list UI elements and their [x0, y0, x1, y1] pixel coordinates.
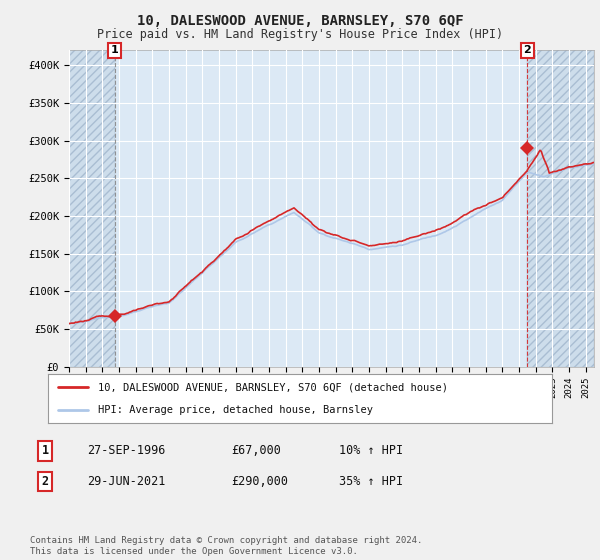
- Text: £290,000: £290,000: [231, 475, 288, 488]
- Text: 10, DALESWOOD AVENUE, BARNSLEY, S70 6QF: 10, DALESWOOD AVENUE, BARNSLEY, S70 6QF: [137, 14, 463, 28]
- Text: £67,000: £67,000: [231, 444, 281, 458]
- Text: Price paid vs. HM Land Registry's House Price Index (HPI): Price paid vs. HM Land Registry's House …: [97, 28, 503, 41]
- Text: HPI: Average price, detached house, Barnsley: HPI: Average price, detached house, Barn…: [98, 405, 373, 416]
- Text: 2: 2: [523, 45, 531, 55]
- Text: 27-SEP-1996: 27-SEP-1996: [87, 444, 166, 458]
- Text: 10% ↑ HPI: 10% ↑ HPI: [339, 444, 403, 458]
- Text: 10, DALESWOOD AVENUE, BARNSLEY, S70 6QF (detached house): 10, DALESWOOD AVENUE, BARNSLEY, S70 6QF …: [98, 382, 448, 393]
- Bar: [69, 50, 115, 367]
- Text: 1: 1: [41, 444, 49, 458]
- Text: 1: 1: [111, 45, 119, 55]
- Bar: [527, 50, 594, 367]
- Text: 29-JUN-2021: 29-JUN-2021: [87, 475, 166, 488]
- Text: Contains HM Land Registry data © Crown copyright and database right 2024.
This d: Contains HM Land Registry data © Crown c…: [30, 536, 422, 556]
- Text: 2: 2: [41, 475, 49, 488]
- Text: 35% ↑ HPI: 35% ↑ HPI: [339, 475, 403, 488]
